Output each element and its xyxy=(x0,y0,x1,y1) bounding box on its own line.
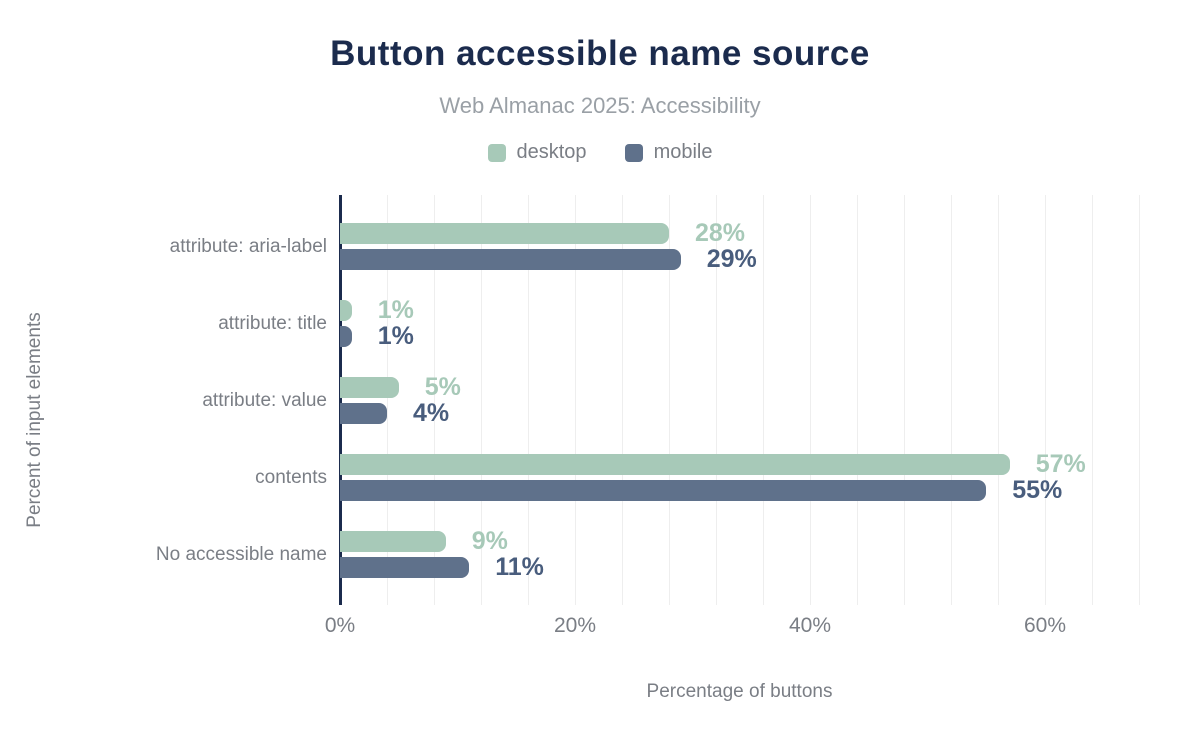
category-label: attribute: value xyxy=(202,389,327,411)
legend-swatch-mobile xyxy=(624,143,643,162)
bar-mobile-3[interactable] xyxy=(340,480,987,501)
value-label-desktop: 28% xyxy=(695,219,746,247)
bar-rows: attribute: aria-label 28% 29% attribute: ti… xyxy=(156,219,1139,608)
bar-line-mobile: 1% xyxy=(340,322,1139,350)
value-label-desktop: 57% xyxy=(1035,450,1086,478)
bar-desktop-1[interactable] xyxy=(340,300,352,321)
gridline xyxy=(1045,195,1046,605)
x-axis-title: Percentage of buttons xyxy=(646,681,833,702)
gridline xyxy=(1092,195,1093,605)
bar-group: No accessible name 9% 11% xyxy=(156,527,1139,581)
x-tick-label: 40% xyxy=(788,614,832,637)
legend-item-desktop[interactable]: desktop xyxy=(487,141,587,164)
x-tick-label: 0% xyxy=(324,614,356,637)
x-tick-label: 60% xyxy=(1023,614,1067,637)
category-label: attribute: aria-label xyxy=(169,235,327,257)
bar-line-desktop: 57% xyxy=(340,450,1139,478)
category-label: attribute: title xyxy=(218,312,327,334)
value-label-desktop: 1% xyxy=(377,296,414,324)
bar-line-desktop: 5% xyxy=(340,373,1139,401)
gridline xyxy=(669,195,670,605)
bar-desktop-4[interactable] xyxy=(340,531,446,552)
y-axis-line xyxy=(339,195,342,605)
chart-subtitle: Web Almanac 2025: Accessibility xyxy=(439,93,761,118)
gridline xyxy=(904,195,905,605)
gridline xyxy=(387,195,388,605)
bar-line-mobile: 11% xyxy=(340,553,1139,581)
bar-group: contents 57% 55% xyxy=(255,450,1139,504)
category-label: No accessible name xyxy=(155,543,327,565)
gridline xyxy=(622,195,623,605)
gridline xyxy=(856,195,858,605)
plot-area: attribute: aria-label 28% 29% attribute: ti… xyxy=(156,195,1140,702)
bar-line-desktop: 28% xyxy=(340,219,1139,247)
gridline xyxy=(951,195,952,605)
y-axis-title: Percent of input elements xyxy=(24,312,45,528)
gridline xyxy=(810,195,811,605)
bar-group: attribute: title 1% 1% xyxy=(218,296,1139,350)
value-label-mobile: 1% xyxy=(377,322,414,350)
bar-mobile-1[interactable] xyxy=(340,326,352,347)
gridline xyxy=(716,195,717,605)
gridline xyxy=(528,195,529,605)
value-label-mobile: 29% xyxy=(706,245,757,273)
bar-desktop-3[interactable] xyxy=(340,454,1010,475)
legend-swatch-desktop xyxy=(487,143,506,162)
legend: desktop mobile xyxy=(0,141,1200,164)
bar-group: attribute: aria-label 28% 29% xyxy=(170,219,1139,273)
bar-line-mobile: 55% xyxy=(340,476,1139,504)
bar-line-desktop: 9% xyxy=(340,527,1139,555)
value-label-desktop: 5% xyxy=(424,373,461,401)
gridline xyxy=(434,195,435,605)
bar-desktop-0[interactable] xyxy=(340,223,669,244)
bar-group: attribute: value 5% 4% xyxy=(202,373,1139,427)
x-axis-labels: 0% 20% 40% 60% xyxy=(325,614,1139,640)
gridline xyxy=(575,195,576,605)
chart-title: Button accessible name source xyxy=(330,34,870,73)
bar-line-mobile: 4% xyxy=(340,399,1139,427)
x-tick-label: 20% xyxy=(553,614,597,637)
gridline xyxy=(481,195,482,605)
legend-item-mobile[interactable]: mobile xyxy=(624,141,713,164)
bar-mobile-4[interactable] xyxy=(340,557,470,578)
gridline xyxy=(1139,195,1140,605)
legend-label: desktop xyxy=(516,141,587,163)
value-label-mobile: 4% xyxy=(413,399,450,427)
gridline xyxy=(998,195,999,605)
value-label-mobile: 55% xyxy=(1012,476,1063,504)
category-label: contents xyxy=(255,466,327,488)
bar-mobile-0[interactable] xyxy=(340,249,681,270)
gridline xyxy=(763,195,764,605)
value-label-mobile: 11% xyxy=(495,553,544,581)
value-label-desktop: 9% xyxy=(471,527,508,555)
bar-line-desktop: 1% xyxy=(340,296,1139,324)
bar-mobile-2[interactable] xyxy=(340,403,387,424)
bar-line-mobile: 29% xyxy=(340,245,1139,273)
legend-label: mobile xyxy=(653,141,713,163)
bar-desktop-2[interactable] xyxy=(340,377,399,398)
